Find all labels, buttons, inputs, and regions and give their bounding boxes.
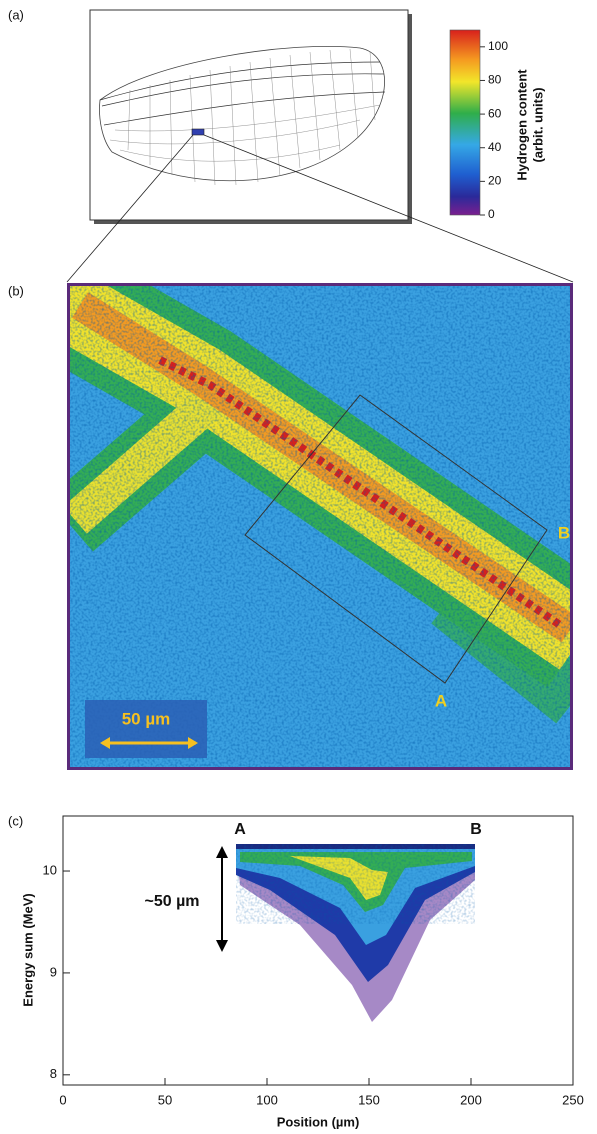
plot-frame: [62, 815, 574, 1086]
y-tick-label: 10: [43, 862, 57, 877]
annotation: A: [234, 821, 246, 838]
colorbar-tick-label: 40: [488, 140, 502, 154]
x-tick-label: 0: [59, 1092, 66, 1107]
x-tick-label: 150: [358, 1092, 380, 1107]
annotation: B: [470, 821, 482, 838]
hydrogen-map: 50 µm A B: [67, 283, 573, 770]
corner-label: B: [558, 523, 570, 542]
panel-label: (a): [8, 7, 24, 22]
corner-label: A: [435, 691, 447, 710]
scale-bar-label: 50 µm: [122, 709, 171, 728]
x-tick-label: 250: [562, 1092, 584, 1107]
colorbar-tick-label: 20: [488, 174, 502, 188]
energy-cloud: [236, 844, 475, 1022]
y-tick-label: 9: [50, 964, 57, 979]
panel-label: (c): [8, 813, 23, 828]
colorbar-tick-label: 100: [488, 39, 508, 53]
x-axis-label: Position (µm): [277, 1114, 360, 1129]
x-tick-label: 200: [460, 1092, 482, 1107]
colorbar-label: Hydrogen content: [514, 69, 529, 181]
y-tick-label: 8: [50, 1066, 57, 1081]
colorbar-tick-label: 60: [488, 106, 502, 120]
x-tick-label: 50: [158, 1092, 172, 1107]
colorbar: [449, 29, 481, 216]
y-axis-label: Energy sum (MeV): [20, 893, 35, 1006]
colorbar-tick-label: 80: [488, 73, 502, 87]
panel-label: (b): [8, 283, 24, 298]
x-tick-label: 100: [256, 1092, 278, 1107]
wing-panel: [66, 9, 574, 283]
annotation: ~50 µm: [144, 893, 199, 910]
arrow-head: [216, 846, 228, 952]
colorbar-tick-label: 0: [488, 207, 495, 221]
colorbar-label: (arbit. units): [530, 87, 545, 162]
